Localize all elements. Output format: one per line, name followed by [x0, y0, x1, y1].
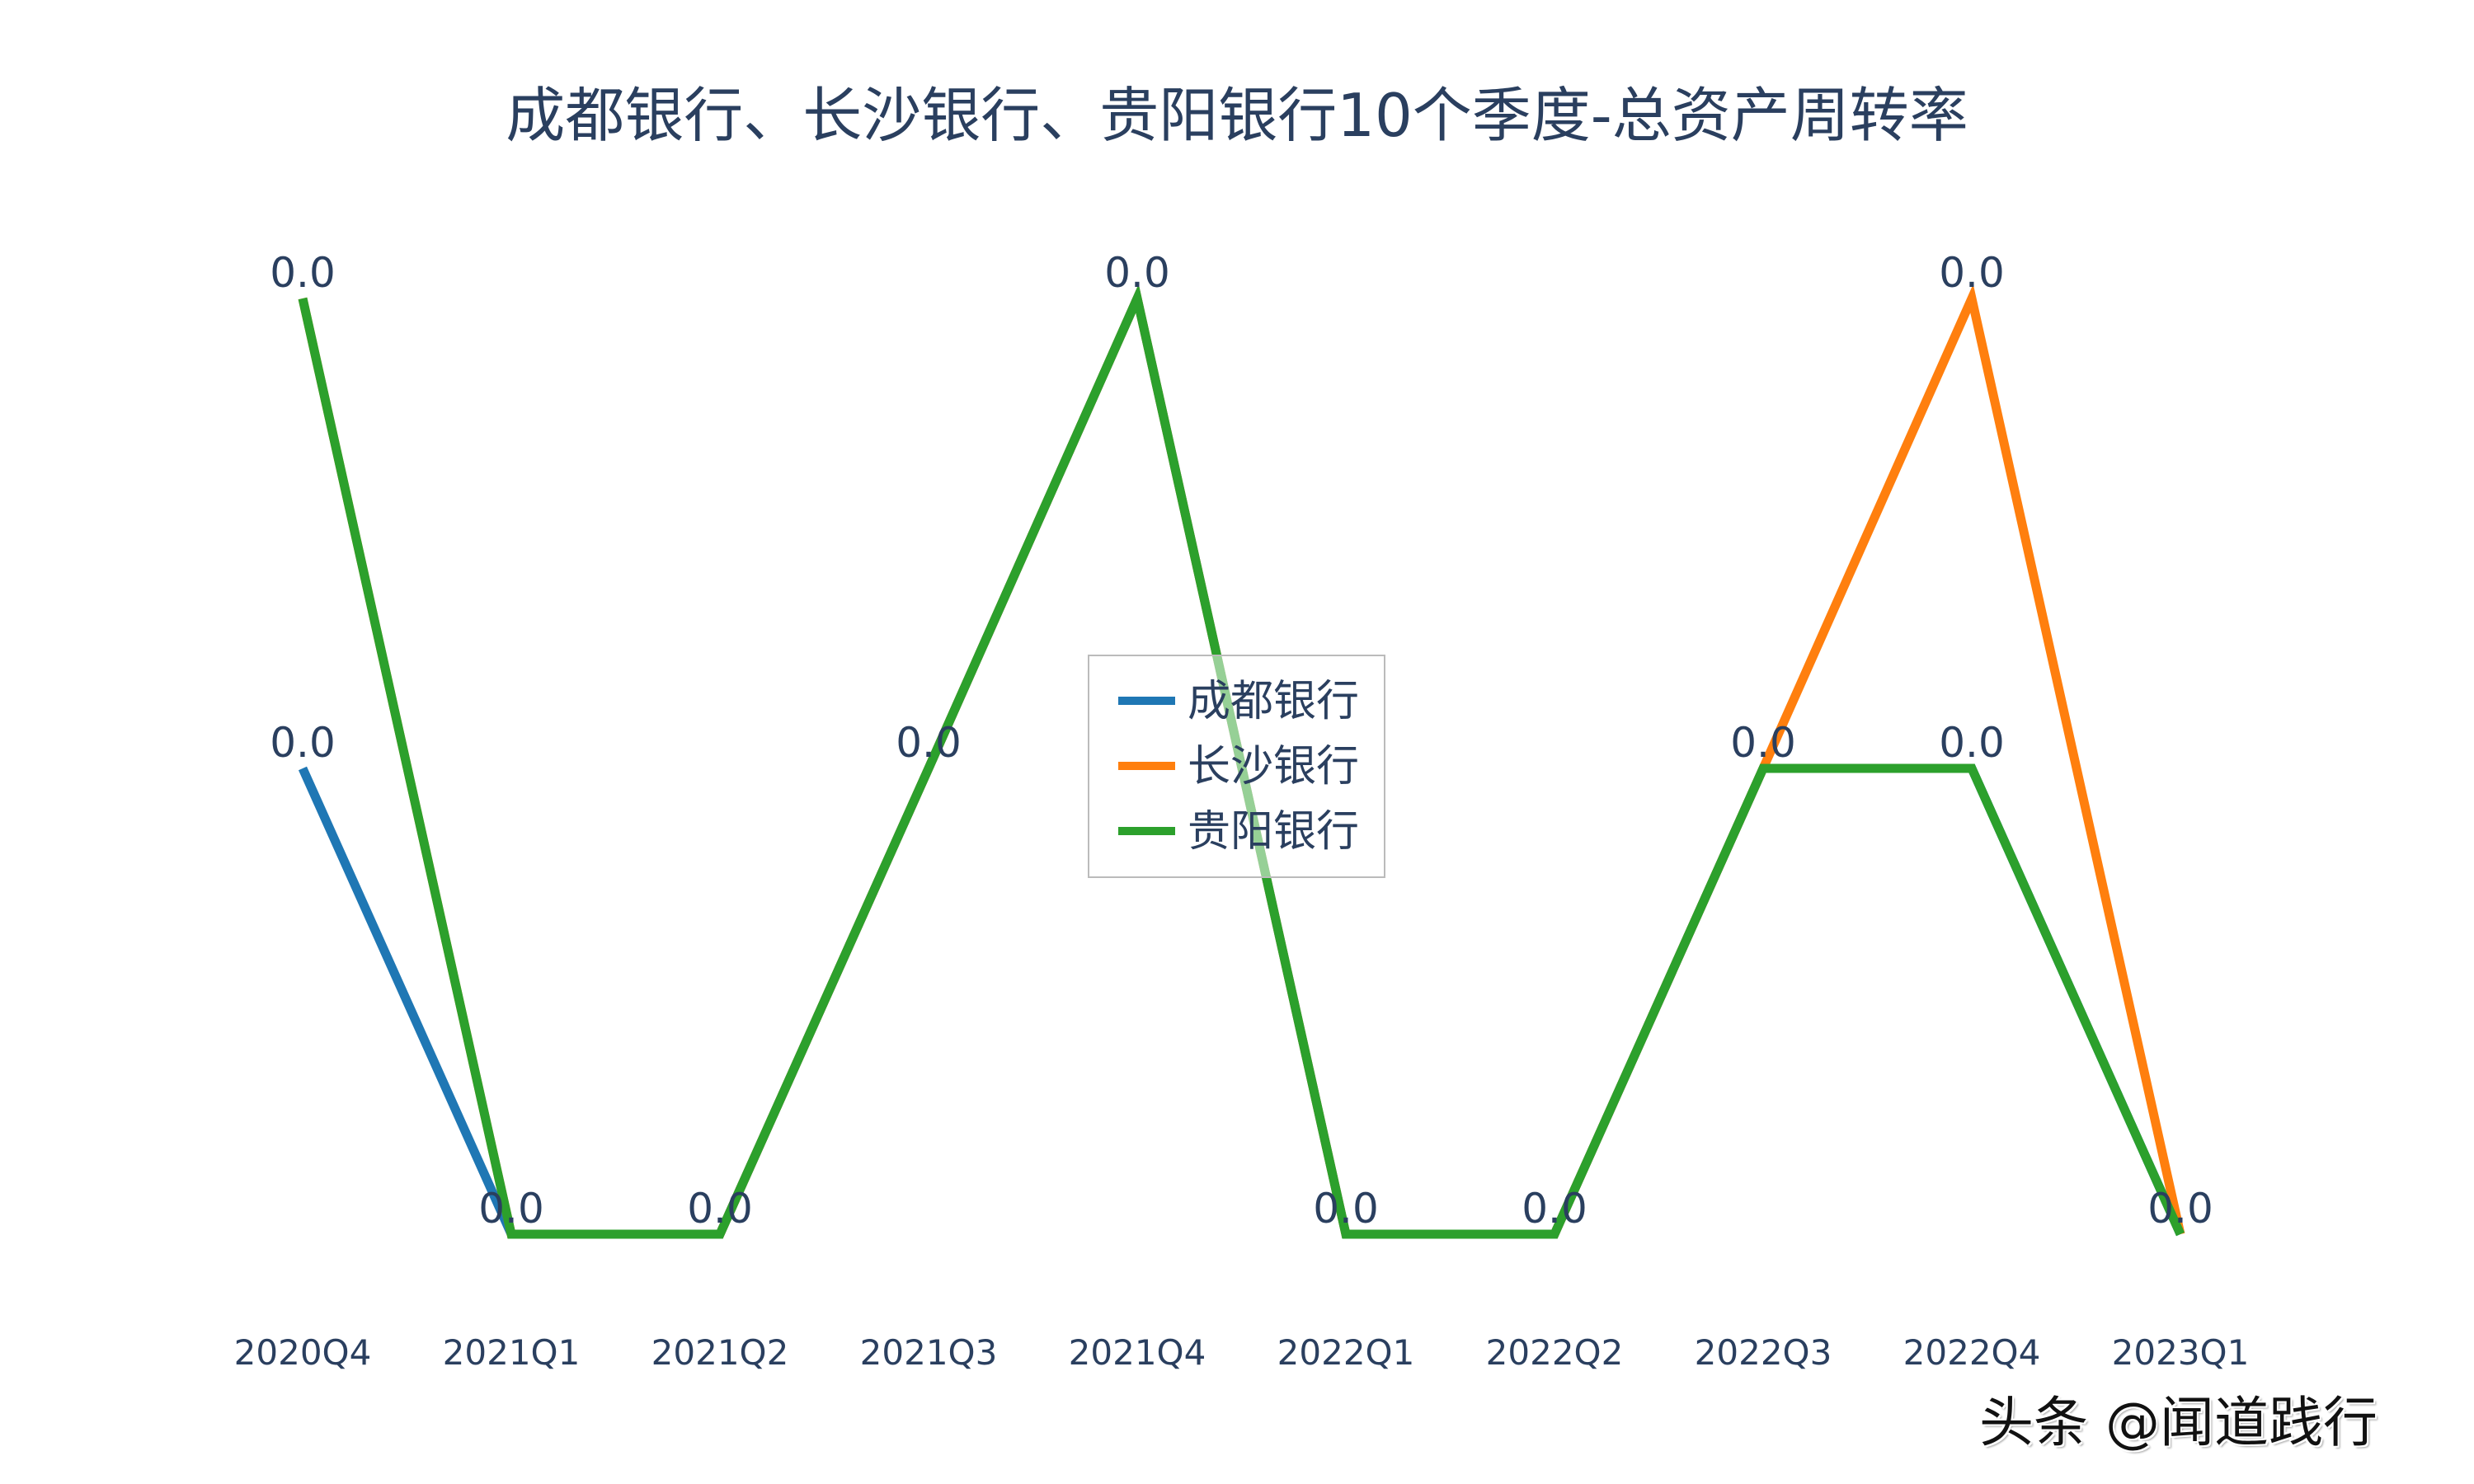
data-label: 0.0: [1939, 249, 2005, 297]
x-tick-label: 2022Q2: [1486, 1332, 1624, 1373]
data-label: 0.0: [2147, 1185, 2213, 1233]
data-label: 0.0: [1730, 719, 1796, 767]
legend-label-chengdu: 成都银行: [1188, 677, 1359, 726]
data-label: 0.0: [896, 719, 962, 767]
legend-label-guiyang: 贵阳银行: [1188, 807, 1359, 857]
x-tick-label: 2020Q4: [234, 1332, 372, 1373]
x-tick-label: 2021Q4: [1069, 1332, 1206, 1373]
x-tick-label: 2022Q3: [1695, 1332, 1832, 1373]
watermark: 头条 @闻道践行: [1979, 1391, 2378, 1454]
data-labels: 0.0 0.0 0.0 0.0 0.0 0.0 0.0 0.0 0.0 0.0 0.0 0.0: [270, 249, 2213, 1233]
legend: 成都银行 长沙银行 贵阳银行: [1088, 655, 1385, 878]
legend-item-guiyang[interactable]: 贵阳银行: [1118, 807, 1359, 857]
chart-title: 成都银行、长沙银行、贵阳银行10个季度-总资产周转率: [506, 81, 1968, 150]
x-tick-label: 2021Q3: [860, 1332, 998, 1373]
x-tick-label: 2021Q2: [651, 1332, 789, 1373]
data-label: 0.0: [687, 1185, 753, 1233]
data-label: 0.0: [1522, 1185, 1587, 1233]
legend-label-changsha: 长沙银行: [1188, 742, 1359, 791]
data-label: 0.0: [1104, 249, 1170, 297]
x-tick-label: 2023Q1: [2112, 1332, 2250, 1373]
data-label: 0.0: [478, 1185, 544, 1233]
data-label: 0.0: [270, 719, 336, 767]
x-tick-label: 2022Q4: [1903, 1332, 2041, 1373]
x-tick-label: 2022Q1: [1277, 1332, 1415, 1373]
data-label: 0.0: [1313, 1185, 1379, 1233]
legend-item-chengdu[interactable]: 成都银行: [1118, 677, 1359, 726]
data-label: 0.0: [270, 249, 336, 297]
data-label: 0.0: [1939, 719, 2005, 767]
x-axis-ticks: 2020Q4 2021Q1 2021Q2 2021Q3 2021Q4 2022Q1 2022…: [234, 1332, 2250, 1373]
legend-item-changsha[interactable]: 长沙银行: [1118, 742, 1359, 791]
x-tick-label: 2021Q1: [443, 1332, 581, 1373]
